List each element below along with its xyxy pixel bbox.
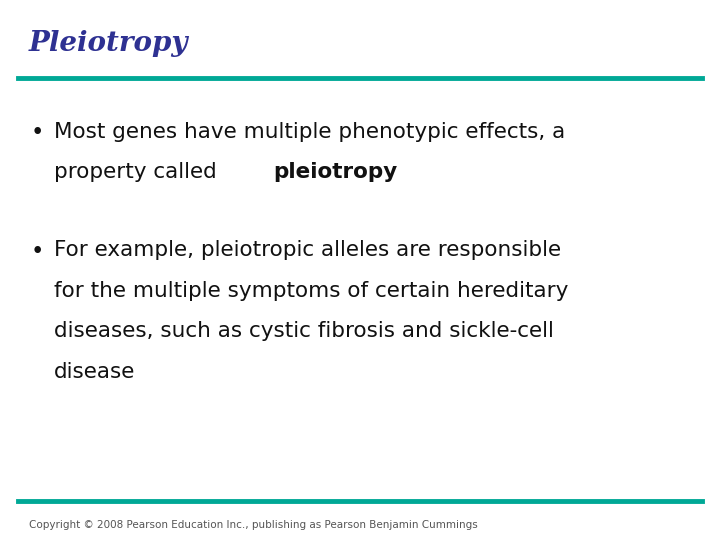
Text: Pleiotropy: Pleiotropy [29,30,189,57]
Text: disease: disease [54,362,135,382]
Text: diseases, such as cystic fibrosis and sickle-cell: diseases, such as cystic fibrosis and si… [54,321,554,341]
Text: •: • [30,122,44,145]
Text: for the multiple symptoms of certain hereditary: for the multiple symptoms of certain her… [54,281,568,301]
Text: Copyright © 2008 Pearson Education Inc., publishing as Pearson Benjamin Cummings: Copyright © 2008 Pearson Education Inc.,… [29,520,477,530]
Text: pleiotropy: pleiotropy [273,162,397,182]
Text: For example, pleiotropic alleles are responsible: For example, pleiotropic alleles are res… [54,240,561,260]
Text: Most genes have multiple phenotypic effects, a: Most genes have multiple phenotypic effe… [54,122,565,141]
Text: •: • [30,240,44,264]
Text: property called: property called [54,162,224,182]
